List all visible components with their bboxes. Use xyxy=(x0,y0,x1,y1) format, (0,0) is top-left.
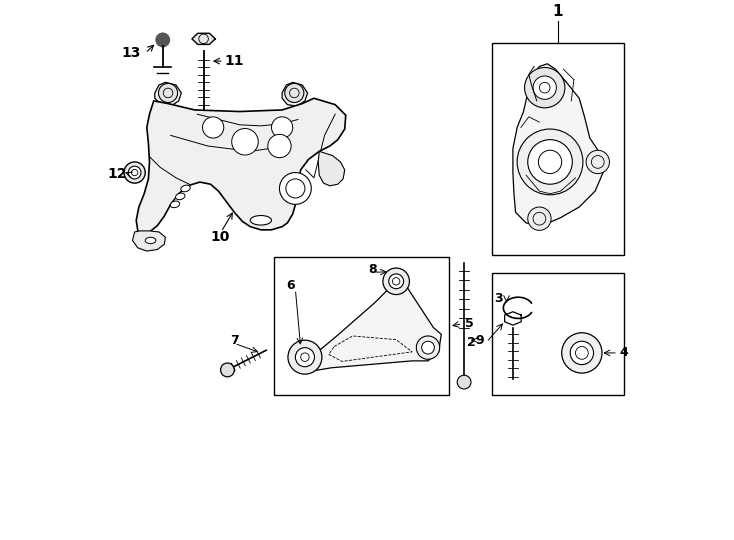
Circle shape xyxy=(156,32,170,48)
Polygon shape xyxy=(513,64,603,226)
Text: 11: 11 xyxy=(225,54,244,68)
Circle shape xyxy=(528,140,573,184)
Text: 5: 5 xyxy=(465,317,474,330)
Text: 10: 10 xyxy=(211,230,230,244)
Ellipse shape xyxy=(175,193,185,200)
Circle shape xyxy=(124,162,145,183)
Circle shape xyxy=(562,333,602,373)
Polygon shape xyxy=(319,151,345,186)
Text: 3: 3 xyxy=(494,292,503,305)
Circle shape xyxy=(232,129,258,155)
Circle shape xyxy=(586,150,609,173)
Text: 12: 12 xyxy=(107,167,126,180)
Circle shape xyxy=(128,166,141,179)
Text: 4: 4 xyxy=(619,347,628,360)
Circle shape xyxy=(457,375,471,389)
Circle shape xyxy=(389,274,404,289)
Text: 6: 6 xyxy=(286,279,294,292)
Polygon shape xyxy=(137,98,346,235)
Circle shape xyxy=(525,68,565,108)
Bar xyxy=(492,43,625,255)
Circle shape xyxy=(383,268,410,294)
Circle shape xyxy=(421,341,435,354)
Text: 7: 7 xyxy=(230,334,239,347)
Ellipse shape xyxy=(250,215,272,225)
Circle shape xyxy=(288,340,322,374)
Text: 1: 1 xyxy=(553,4,563,19)
Bar xyxy=(492,273,625,395)
Circle shape xyxy=(517,129,583,195)
Ellipse shape xyxy=(181,185,190,192)
Text: 13: 13 xyxy=(122,46,141,60)
Circle shape xyxy=(533,76,556,99)
Text: 8: 8 xyxy=(368,262,377,275)
Text: 9: 9 xyxy=(476,334,484,347)
Circle shape xyxy=(528,207,551,231)
Polygon shape xyxy=(282,82,308,106)
Polygon shape xyxy=(133,231,165,251)
Polygon shape xyxy=(192,33,215,44)
Circle shape xyxy=(268,134,291,158)
Ellipse shape xyxy=(170,201,180,208)
Circle shape xyxy=(285,83,304,103)
Polygon shape xyxy=(155,82,181,106)
Circle shape xyxy=(570,341,594,365)
Polygon shape xyxy=(299,277,441,370)
Circle shape xyxy=(272,117,293,138)
Circle shape xyxy=(159,83,178,103)
Circle shape xyxy=(203,117,224,138)
Ellipse shape xyxy=(145,237,156,244)
Circle shape xyxy=(280,173,311,204)
Text: 2: 2 xyxy=(467,336,476,349)
Circle shape xyxy=(295,348,314,367)
Circle shape xyxy=(221,363,234,377)
Circle shape xyxy=(416,336,440,359)
Bar xyxy=(275,258,449,395)
